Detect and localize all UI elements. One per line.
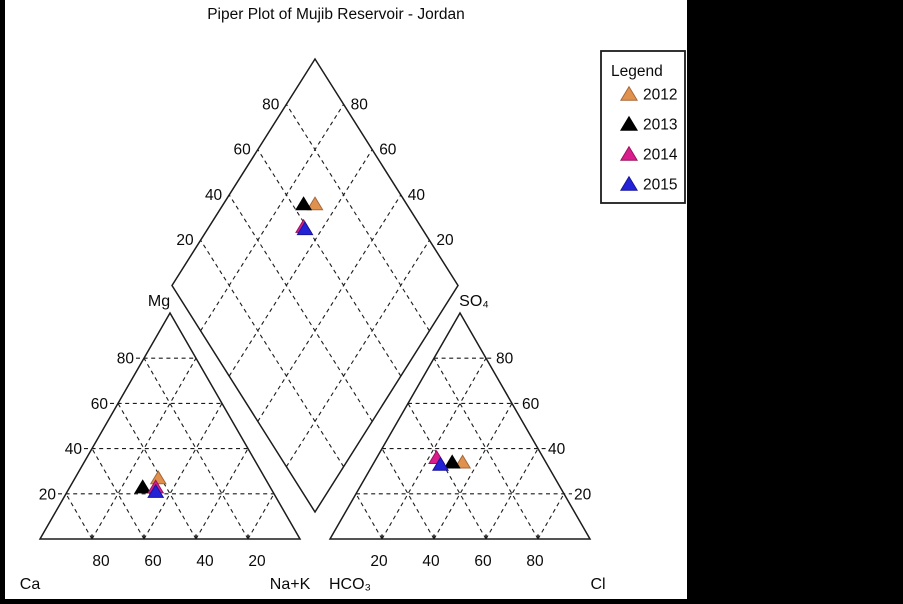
diamond-frame xyxy=(171,57,459,514)
chart-title: Piper Plot of Mujib Reservoir - Jordan xyxy=(207,6,465,23)
tick-label: 40 xyxy=(196,553,214,570)
anion-top-axis-label: SO₄ xyxy=(459,293,489,310)
cation-triangle-frame xyxy=(38,311,302,540)
tick-label: 80 xyxy=(117,351,135,368)
tick-label: 60 xyxy=(474,553,492,570)
gridline xyxy=(117,403,197,540)
cation-left-axis-label: Ca xyxy=(20,576,41,593)
tick-label: 40 xyxy=(548,441,566,458)
data-markers-layer xyxy=(134,196,472,498)
gridline xyxy=(355,493,383,540)
gridline xyxy=(247,493,275,540)
legend-marker-2015 xyxy=(619,175,639,191)
axes-frame-layer xyxy=(38,57,592,540)
legend-marker-2014 xyxy=(619,145,639,161)
gridline xyxy=(537,493,565,540)
tick-label: 80 xyxy=(92,553,110,570)
tick-label: 60 xyxy=(91,396,109,413)
anion-left-axis-label: HCO₃ xyxy=(329,576,371,593)
legend-marker-2013 xyxy=(619,115,639,131)
anion-triangle-frame xyxy=(328,311,592,540)
legend-items: 2012 2013 2014 2015 xyxy=(619,85,678,194)
gridline xyxy=(200,104,345,332)
figure-background xyxy=(5,0,687,599)
gridline xyxy=(485,448,539,540)
marker-2012-anion xyxy=(454,454,472,469)
tick-label: 20 xyxy=(176,232,194,249)
marker-2012-diamond xyxy=(306,196,324,211)
legend: Legend 2012 2013 2014 2015 xyxy=(600,50,686,204)
gridline xyxy=(285,104,430,332)
gridline xyxy=(285,239,430,467)
gridlines-layer xyxy=(58,104,572,540)
marker-2013-anion xyxy=(443,454,461,469)
gridline xyxy=(257,194,402,422)
tick-label: 20 xyxy=(436,232,454,249)
tick-label: 80 xyxy=(351,96,369,113)
tick-label: 40 xyxy=(408,187,426,204)
legend-label-2012: 2012 xyxy=(643,87,677,104)
gridline xyxy=(228,149,373,377)
gridline xyxy=(433,403,513,540)
gridline xyxy=(381,448,435,540)
gridline xyxy=(195,448,249,540)
gridline xyxy=(65,493,93,540)
tick-label: 60 xyxy=(522,396,540,413)
tick-label: 80 xyxy=(262,96,280,113)
tick-label: 80 xyxy=(526,553,544,570)
legend-marker-2012 xyxy=(619,85,639,101)
cation-top-axis-label: Mg xyxy=(148,293,170,310)
legend-label-2013: 2013 xyxy=(643,117,677,134)
legend-label-2015: 2015 xyxy=(643,177,677,194)
tick-label: 20 xyxy=(248,553,266,570)
cation-right-axis-label: Na+K xyxy=(270,576,311,593)
marker-2015-diamond xyxy=(296,221,314,236)
tick-label: 80 xyxy=(496,351,514,368)
tick-label: 40 xyxy=(65,441,83,458)
tick-label: 40 xyxy=(422,553,440,570)
anion-right-axis-label: Cl xyxy=(590,576,605,593)
gridline xyxy=(91,448,145,540)
tick-label: 40 xyxy=(205,187,223,204)
tick-label: 20 xyxy=(370,553,388,570)
legend-box xyxy=(600,50,686,204)
legend-title: Legend xyxy=(611,63,663,80)
tick-label: 60 xyxy=(234,142,252,159)
gridline xyxy=(200,239,345,467)
gridline xyxy=(228,194,373,422)
marker-2015-anion xyxy=(432,456,449,471)
gridline xyxy=(257,149,402,377)
marker-2015-cation xyxy=(147,483,165,498)
tick-labels-layer: 20 20 40 40 60 60 80 80 20 20 40 40 60 60 80 80 20 20 40 40… xyxy=(39,96,592,570)
marker-2013-diamond xyxy=(295,196,313,211)
tick-label: 20 xyxy=(39,486,57,503)
legend-label-2014: 2014 xyxy=(643,147,678,164)
tick-label: 60 xyxy=(379,142,397,159)
tick-label: 20 xyxy=(574,486,592,503)
marker-2013-cation xyxy=(134,479,152,494)
gridline xyxy=(143,403,223,540)
tick-label: 60 xyxy=(144,553,162,570)
gridline xyxy=(407,403,487,540)
